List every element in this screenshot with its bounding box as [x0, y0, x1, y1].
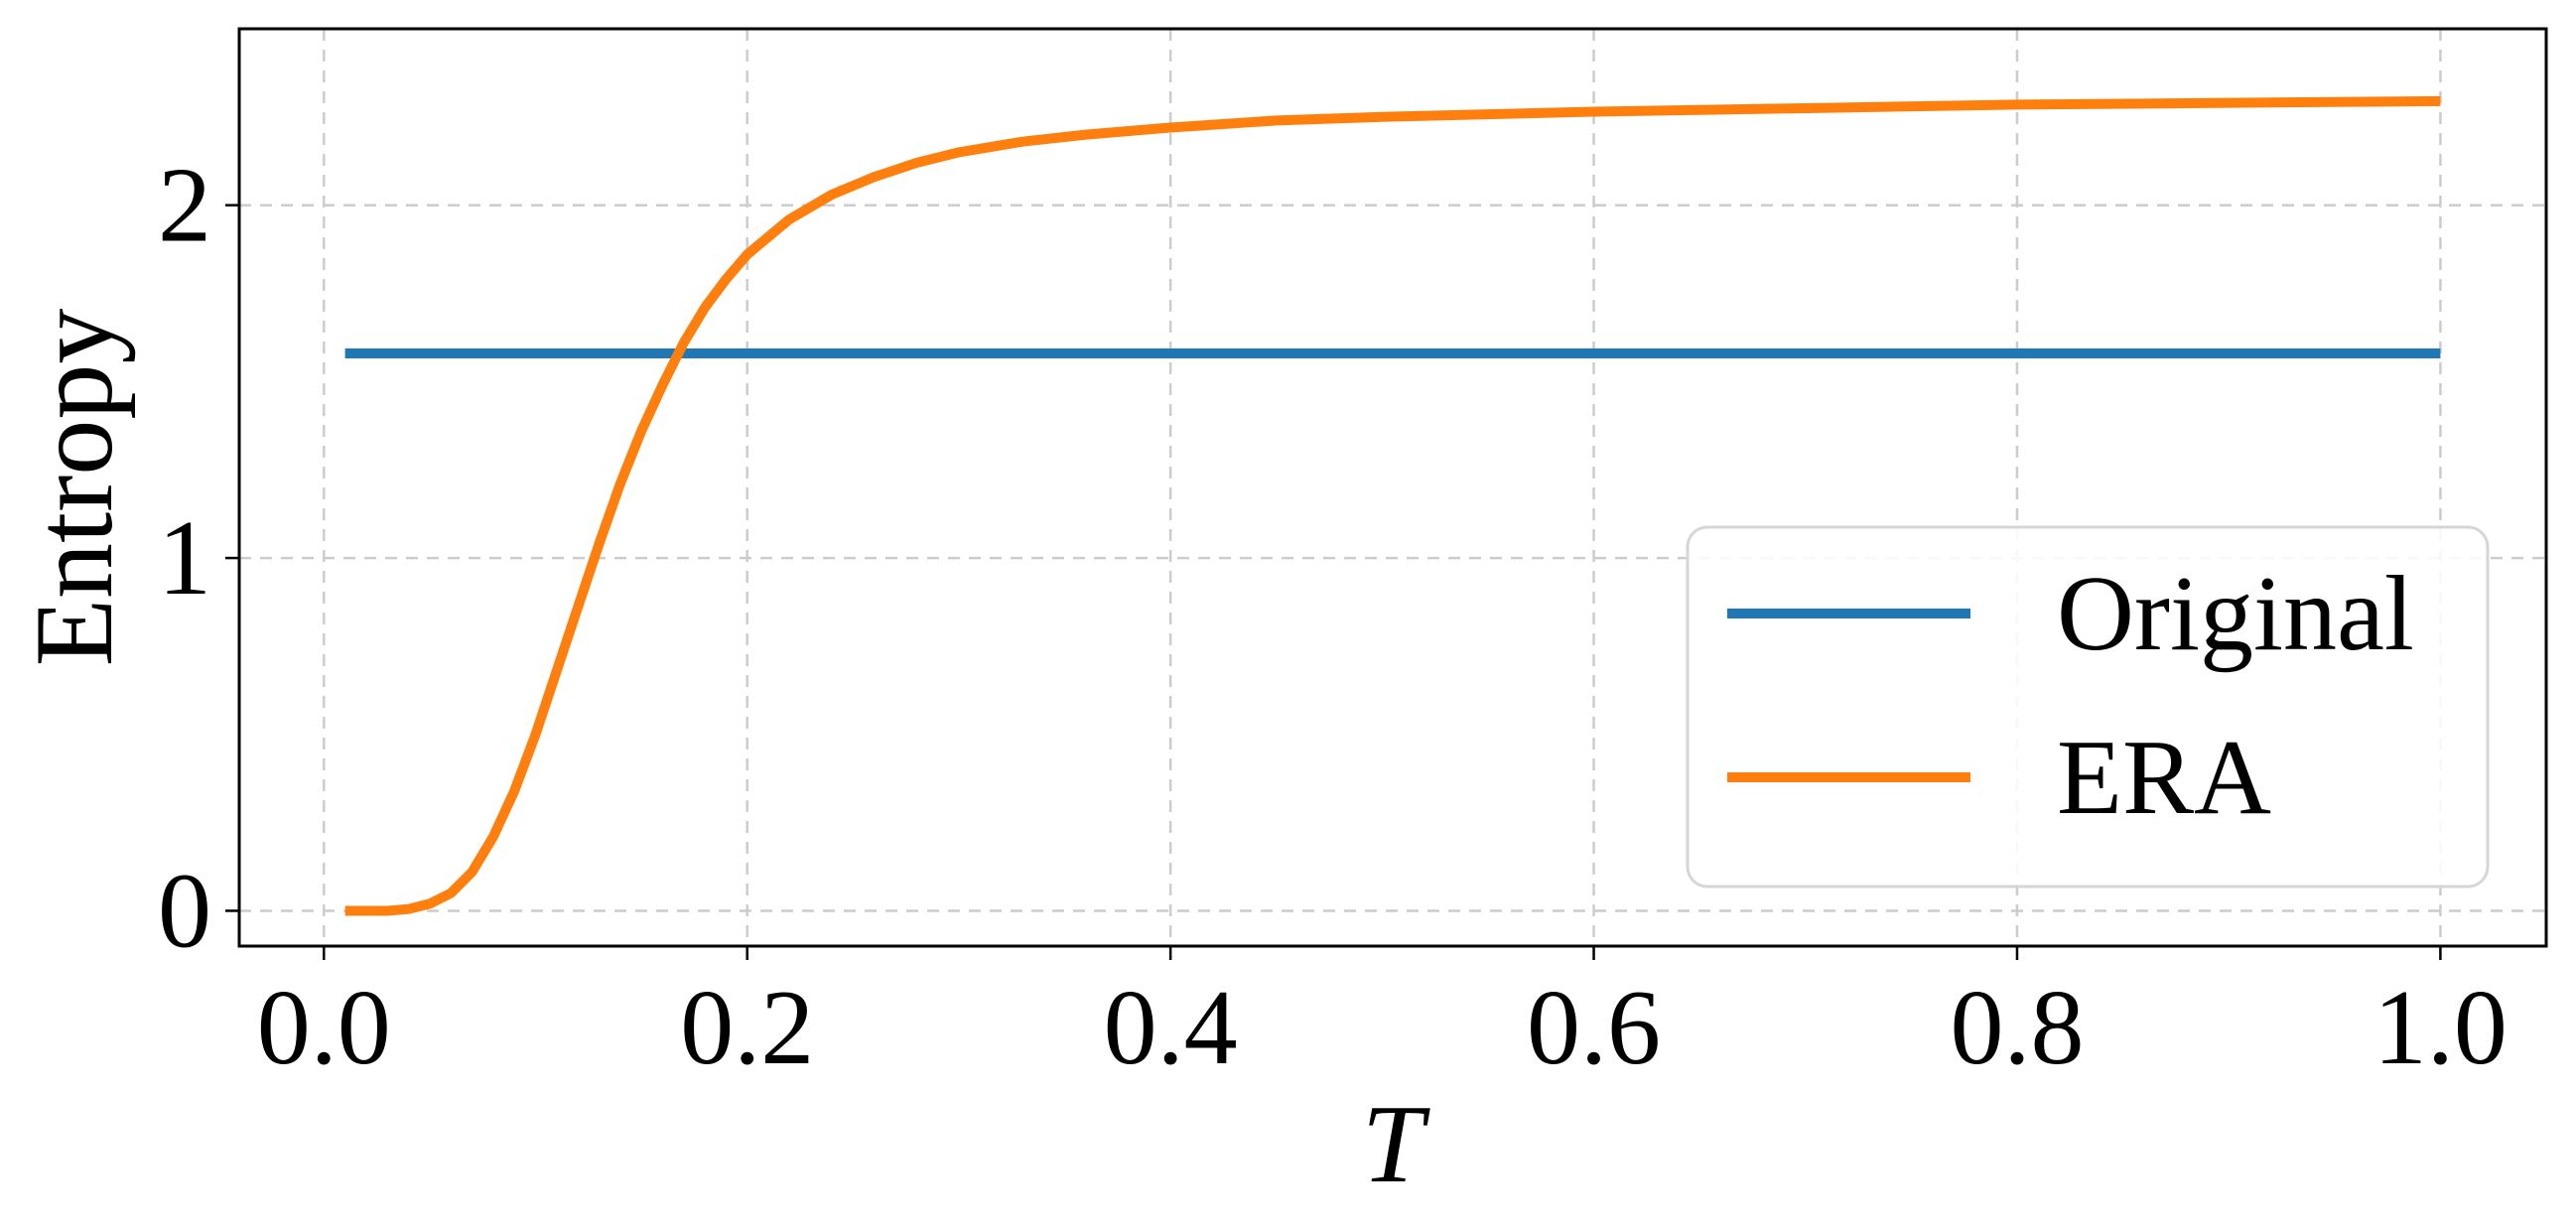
- y-tick-label: 0: [158, 852, 211, 970]
- x-tick-label: 0.4: [1104, 969, 1238, 1087]
- y-tick-label: 1: [158, 499, 211, 617]
- x-tick-label: 0.2: [680, 969, 814, 1087]
- y-tick-label: 2: [158, 147, 211, 265]
- x-tick-label: 1.0: [2373, 969, 2508, 1087]
- y-axis-label: Entropy: [13, 309, 136, 667]
- tick-layer: 0.0 0.2 0.4 0.6 0.8 1.0 0 1 2: [158, 147, 2508, 1087]
- legend: Original ERA: [1686, 525, 2490, 889]
- legend-label: Original: [2057, 555, 2414, 673]
- legend-label: ERA: [2057, 719, 2271, 837]
- x-axis-label: T: [1362, 1083, 1430, 1206]
- plot-frame: [237, 27, 2548, 948]
- series-line-era: [344, 95, 2441, 916]
- x-tick-label: 0.0: [257, 969, 391, 1087]
- series-layer: [344, 95, 2441, 916]
- x-tick-label: 0.6: [1527, 969, 1661, 1087]
- x-tick-label: 0.8: [1950, 969, 2084, 1087]
